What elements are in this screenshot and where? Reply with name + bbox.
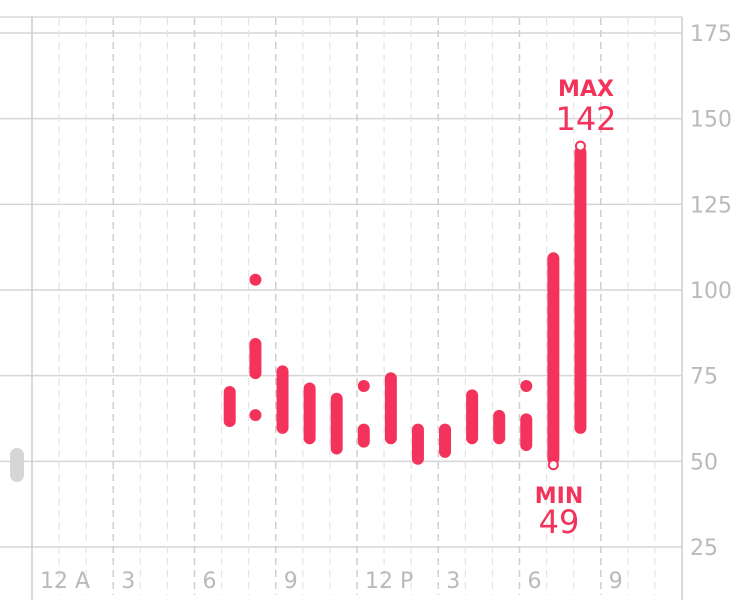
y-tick-label: 75 — [690, 365, 718, 390]
max-value: 142 — [555, 100, 616, 138]
x-axis: 12 A 3 6 9 12 P 3 6 9 — [40, 569, 623, 594]
x-tick-label: 12 A — [40, 569, 90, 594]
y-tick-label: 50 — [690, 450, 718, 475]
x-tick-label: 3 — [121, 569, 135, 594]
x-tick-label: 6 — [528, 569, 542, 594]
range-bar — [357, 423, 370, 448]
chart-grid — [0, 16, 683, 600]
range-bar — [303, 382, 316, 445]
max-label: MAX — [558, 77, 614, 102]
min-label: MIN — [535, 484, 584, 509]
x-tick-label: 12 P — [365, 569, 413, 594]
range-bar — [520, 379, 533, 392]
range-bar — [249, 409, 262, 422]
range-bar — [520, 413, 533, 452]
range-bar — [439, 423, 452, 458]
range-bar — [276, 365, 289, 434]
min-value: 49 — [539, 503, 580, 541]
y-tick-label: 125 — [690, 193, 732, 218]
x-tick-label: 9 — [284, 569, 298, 594]
range-bar — [574, 146, 587, 434]
y-tick-label: 175 — [690, 22, 732, 47]
range-bar — [466, 389, 479, 445]
chart-annotations: MAX 142 MIN 49 — [535, 77, 617, 541]
y-tick-label: 25 — [690, 536, 718, 561]
y-tick-label: 100 — [690, 279, 732, 304]
range-bar — [249, 273, 262, 286]
range-bar — [547, 252, 560, 465]
range-bar — [384, 372, 397, 445]
x-tick-label: 9 — [609, 569, 623, 594]
chart-bars — [223, 140, 587, 471]
range-bar — [223, 385, 236, 428]
scroll-handle[interactable] — [10, 448, 24, 482]
max-marker — [574, 140, 586, 152]
range-bar — [411, 423, 424, 465]
range-bar — [493, 409, 506, 445]
x-tick-label: 6 — [203, 569, 217, 594]
range-bar — [330, 392, 343, 455]
min-marker — [547, 459, 559, 471]
range-bar — [357, 379, 370, 392]
y-axis: 175 150 125 100 75 50 25 — [690, 22, 732, 561]
range-bar — [249, 337, 262, 380]
x-tick-label: 3 — [446, 569, 460, 594]
y-tick-label: 150 — [690, 108, 732, 133]
